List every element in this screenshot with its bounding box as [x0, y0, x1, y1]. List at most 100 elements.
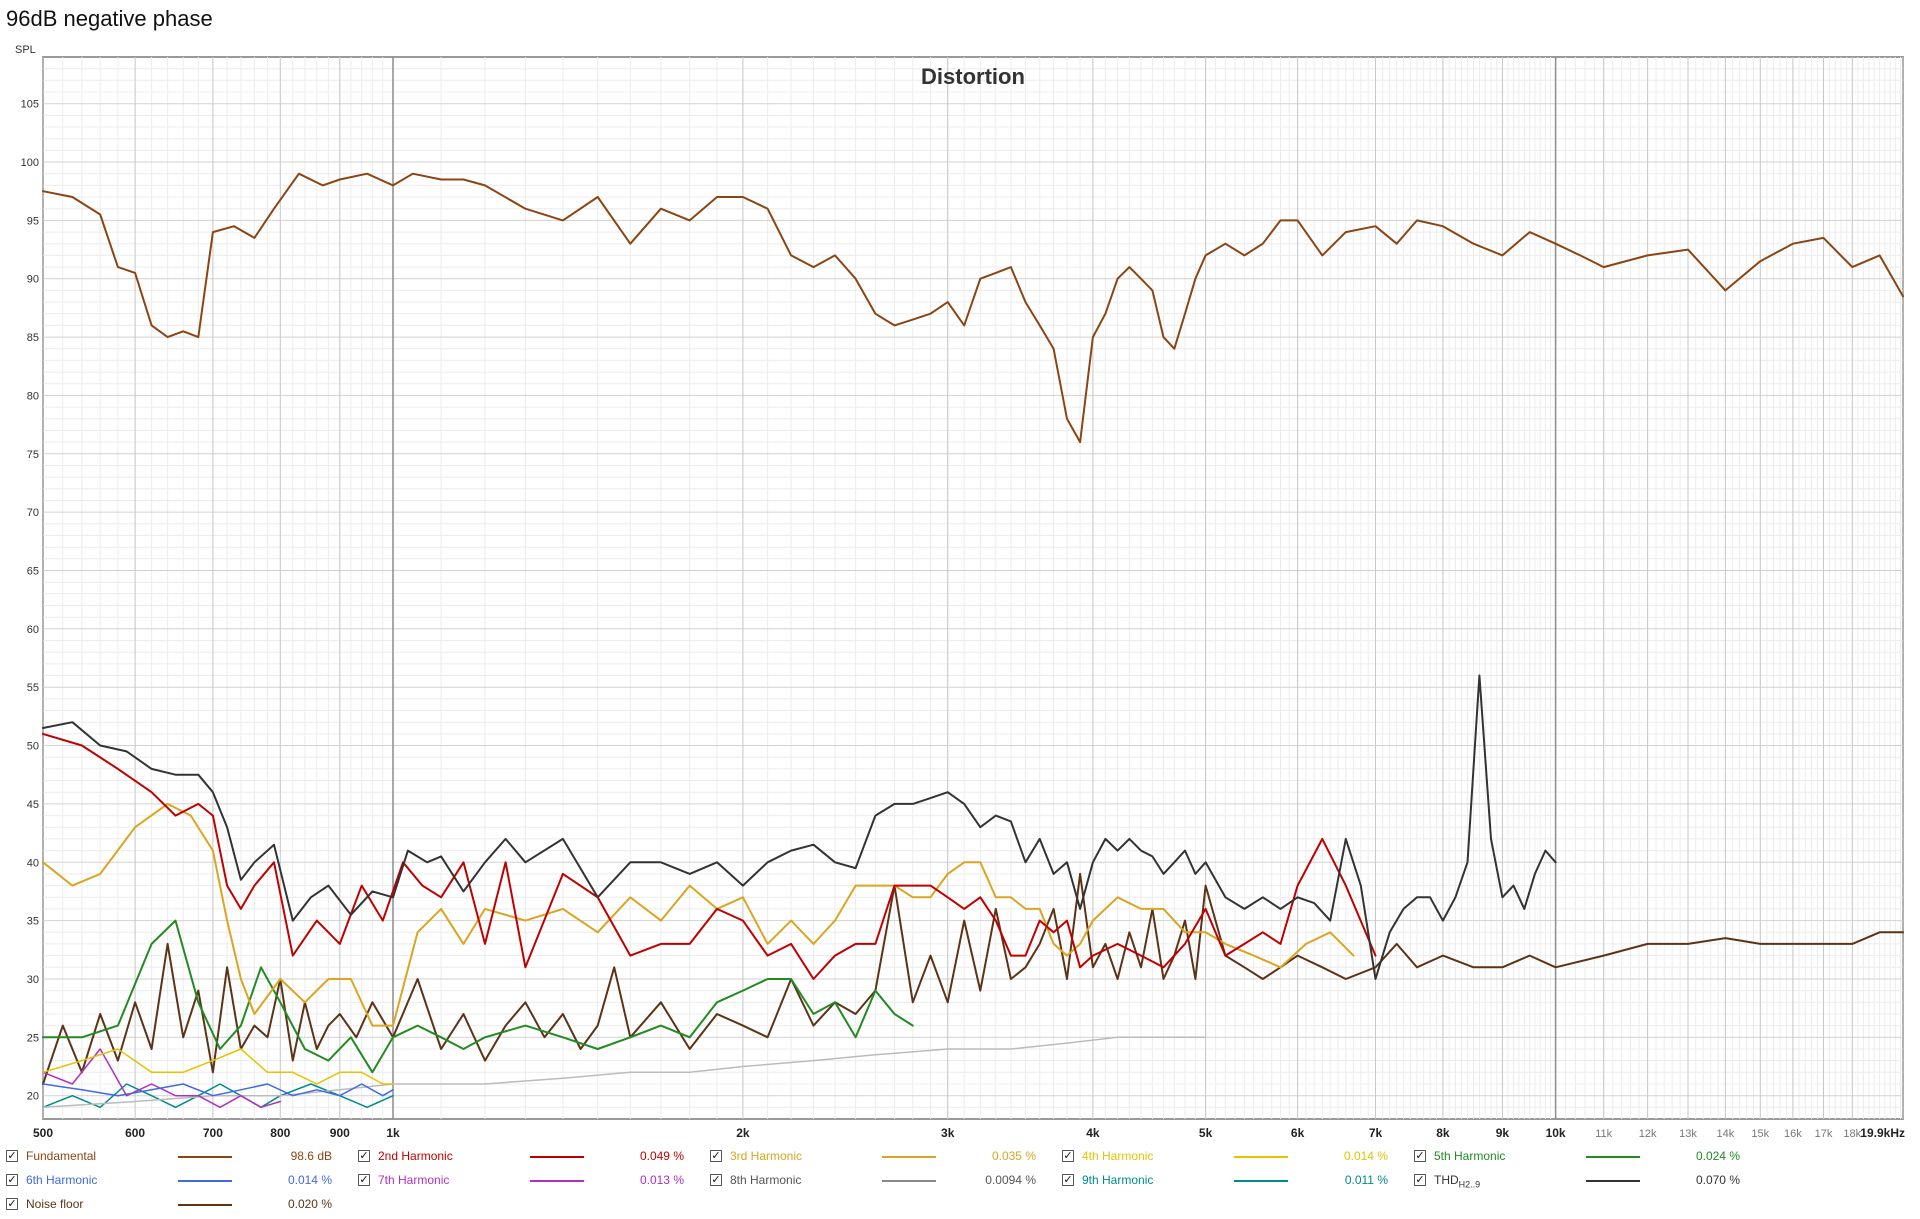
legend-checkbox-9th-harmonic[interactable]: ✓ — [1062, 1174, 1074, 1186]
legend-value-9th-harmonic: 0.011 % — [1344, 1173, 1388, 1187]
y-axis-label: SPL — [15, 44, 36, 56]
legend-label-text: THD — [1434, 1173, 1459, 1187]
legend-checkbox-fundamental[interactable]: ✓ — [6, 1150, 18, 1162]
legend-label-9th-harmonic: 9th Harmonic — [1082, 1173, 1153, 1187]
legend-label-text: Noise floor — [26, 1197, 84, 1211]
legend-checkbox-thd[interactable]: ✓ — [1414, 1174, 1426, 1186]
x-tick-label: 19.9kHz — [1860, 1126, 1905, 1140]
legend-label-7th-harmonic: 7th Harmonic — [378, 1173, 449, 1187]
legend-item-7th-harmonic: ✓ 7th Harmonic 0.013 % — [358, 1170, 698, 1192]
legend-swatch-9th-harmonic — [1234, 1180, 1288, 1182]
legend-value-fundamental: 98.6 dB — [290, 1149, 332, 1163]
legend-label-noise-floor: Noise floor — [26, 1197, 83, 1211]
x-tick-label: 600 — [125, 1126, 145, 1140]
legend-item-3rd-harmonic: ✓ 3rd Harmonic 0.035 % — [710, 1146, 1050, 1168]
y-tick-label: 100 — [21, 157, 39, 169]
y-tick-label: 45 — [27, 799, 39, 811]
legend-item-4th-harmonic: ✓ 4th Harmonic 0.014 % — [1062, 1146, 1402, 1168]
legend-value-3rd-harmonic: 0.035 % — [991, 1149, 1036, 1163]
x-tick-label: 9k — [1496, 1126, 1510, 1140]
x-tick-label: 12k — [1639, 1128, 1657, 1140]
y-tick-label: 35 — [27, 916, 39, 928]
legend-swatch-3rd-harmonic — [882, 1156, 936, 1158]
legend-checkbox-noise-floor[interactable]: ✓ — [6, 1198, 18, 1210]
page-title: 96dB negative phase — [6, 6, 213, 31]
legend-checkbox-5th-harmonic[interactable]: ✓ — [1414, 1150, 1426, 1162]
y-tick-label: 75 — [27, 449, 39, 461]
y-tick-label: 95 — [27, 215, 39, 227]
legend-swatch-7th-harmonic — [530, 1180, 584, 1182]
legend-label-text: 5th Harmonic — [1434, 1149, 1506, 1163]
x-tick-label: 1k — [386, 1126, 400, 1140]
y-tick-label: 30 — [27, 974, 39, 986]
legend-item-thd: ✓ THDH2..9 0.070 % — [1414, 1170, 1754, 1192]
series-line-2nd-harmonic — [42, 732, 1377, 980]
legend-label-text: Fundamental — [26, 1149, 97, 1163]
legend-checkbox-2nd-harmonic[interactable]: ✓ — [358, 1150, 370, 1162]
series-line-7th-harmonic — [42, 1048, 282, 1109]
x-tick-label: 8k — [1436, 1126, 1450, 1140]
legend-checkbox-6th-harmonic[interactable]: ✓ — [6, 1174, 18, 1186]
series-line-5th-harmonic — [42, 919, 914, 1074]
legend-label-thd: THDH2..9 — [1434, 1173, 1480, 1189]
legend-label-subscript: H2..9 — [1458, 1179, 1481, 1190]
series-line-4th-harmonic — [42, 1048, 394, 1085]
y-tick-label: 20 — [27, 1091, 39, 1103]
legend-checkbox-8th-harmonic[interactable]: ✓ — [710, 1174, 722, 1186]
legend-item-5th-harmonic: ✓ 5th Harmonic 0.024 % — [1414, 1146, 1754, 1168]
x-tick-label: 3k — [941, 1126, 955, 1140]
x-tick-label: 2k — [736, 1126, 750, 1140]
legend-label-8th-harmonic: 8th Harmonic — [730, 1173, 801, 1187]
y-tick-label: 60 — [27, 624, 39, 636]
series-line-6th-harmonic — [42, 1083, 394, 1097]
x-tick-label: 4k — [1086, 1126, 1100, 1140]
legend-value-4th-harmonic: 0.014 % — [1343, 1149, 1388, 1163]
series-line-8th-harmonic — [42, 1036, 1207, 1109]
legend-value-2nd-harmonic: 0.049 % — [639, 1149, 684, 1163]
legend-swatch-4th-harmonic — [1234, 1156, 1288, 1158]
grid — [42, 57, 1904, 1119]
legend-label-text: 7th Harmonic — [378, 1173, 450, 1187]
legend-swatch-8th-harmonic — [882, 1180, 936, 1182]
legend-value-8th-harmonic: 0.0094 % — [985, 1173, 1036, 1187]
legend-checkbox-7th-harmonic[interactable]: ✓ — [358, 1174, 370, 1186]
y-tick-label: 105 — [21, 99, 39, 111]
legend-label-text: 8th Harmonic — [730, 1173, 802, 1187]
x-tick-label: 5k — [1199, 1126, 1213, 1140]
legend-value-7th-harmonic: 0.013 % — [639, 1173, 684, 1187]
series-line-fundamental — [42, 172, 1904, 444]
x-tick-label: 18k — [1843, 1128, 1861, 1140]
y-tick-label: 40 — [27, 857, 39, 869]
x-tick-label: 700 — [203, 1126, 223, 1140]
x-tick-label: 7k — [1369, 1126, 1383, 1140]
x-tick-label: 6k — [1291, 1126, 1305, 1140]
x-tick-label: 17k — [1815, 1128, 1833, 1140]
legend-label-fundamental: Fundamental — [26, 1149, 96, 1163]
series-line-thd — [42, 674, 1557, 980]
legend-item-noise-floor: ✓ Noise floor 0.020 % — [6, 1194, 346, 1216]
legend-label-text: 2nd Harmonic — [378, 1149, 453, 1163]
y-tick-label: 65 — [27, 566, 39, 578]
legend-swatch-2nd-harmonic — [530, 1156, 584, 1158]
legend-value-5th-harmonic: 0.024 % — [1695, 1149, 1740, 1163]
legend-value-6th-harmonic: 0.014 % — [287, 1173, 332, 1187]
y-tick-label: 25 — [27, 1032, 39, 1044]
legend-swatch-6th-harmonic — [178, 1180, 232, 1182]
x-tick-label: 800 — [270, 1126, 290, 1140]
x-tick-label: 14k — [1717, 1128, 1735, 1140]
legend-item-2nd-harmonic: ✓ 2nd Harmonic 0.049 % — [358, 1146, 698, 1168]
legend-label-6th-harmonic: 6th Harmonic — [26, 1173, 97, 1187]
series-lines — [42, 172, 1904, 1109]
x-tick-label: 500 — [33, 1126, 53, 1140]
legend-checkbox-4th-harmonic[interactable]: ✓ — [1062, 1150, 1074, 1162]
legend-value-thd: 0.070 % — [1695, 1173, 1740, 1187]
series-line-noise-floor — [42, 872, 1904, 1085]
x-tick-label: 900 — [330, 1126, 350, 1140]
legend-label-2nd-harmonic: 2nd Harmonic — [378, 1149, 453, 1163]
legend-label-3rd-harmonic: 3rd Harmonic — [730, 1149, 802, 1163]
legend-item-9th-harmonic: ✓ 9th Harmonic 0.011 % — [1062, 1170, 1402, 1192]
plot-frame — [42, 56, 1904, 1120]
chart-title: Distortion — [921, 64, 1025, 89]
legend-checkbox-3rd-harmonic[interactable]: ✓ — [710, 1150, 722, 1162]
